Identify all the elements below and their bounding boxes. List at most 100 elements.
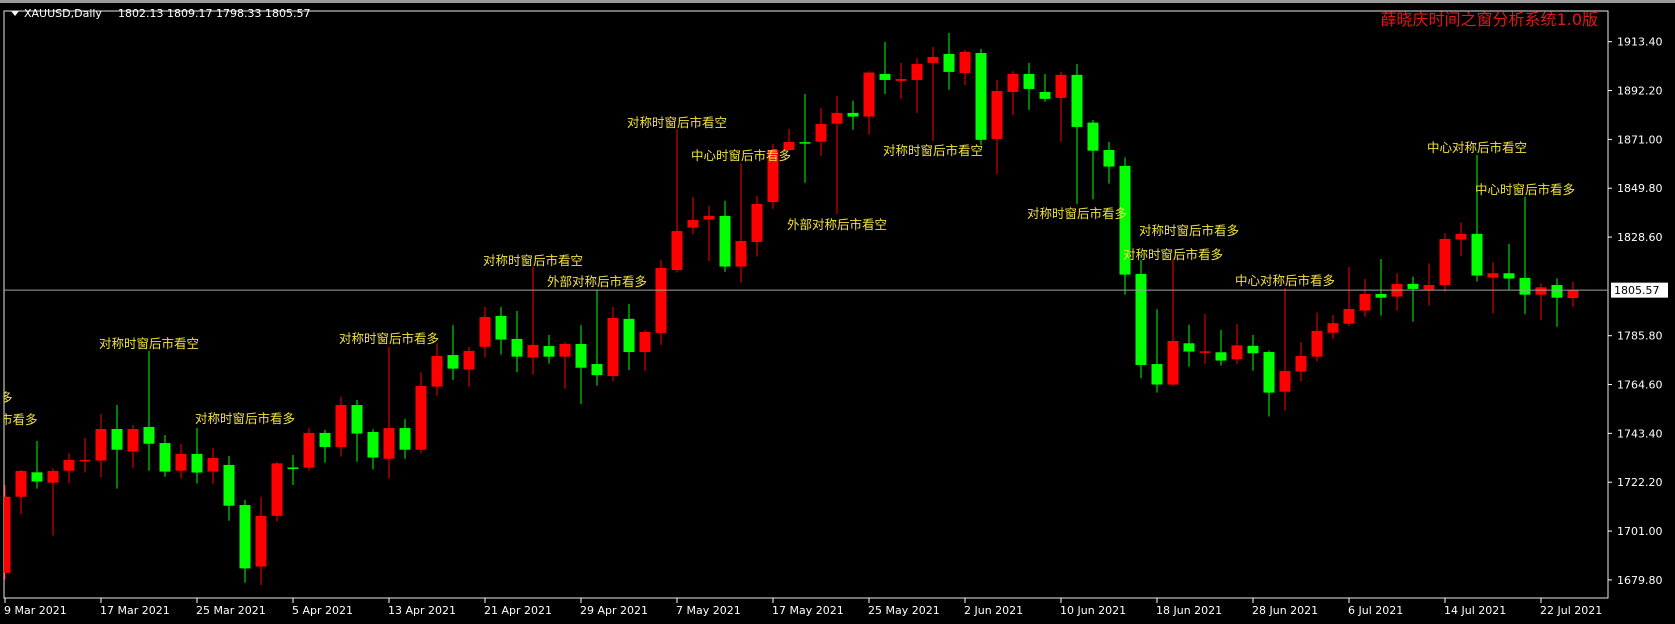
candle-body [1007, 73, 1019, 92]
candle-97 [1551, 278, 1563, 327]
candle-body [735, 240, 747, 267]
candle-46 [735, 163, 747, 283]
candle-76 [1215, 329, 1227, 366]
signal-annotation: 中心对称后市看空 [1427, 140, 1527, 155]
date-tick-label: 9 Mar 2021 [4, 604, 67, 617]
candle-body [623, 318, 635, 353]
signal-annotation: 外部对称后市看空 [787, 217, 887, 232]
candle-body [79, 459, 91, 462]
candle-body [639, 332, 651, 353]
candle-body [831, 112, 843, 124]
date-tick-label: 29 Apr 2021 [580, 604, 648, 617]
candle-31 [495, 306, 507, 355]
candle-body [271, 463, 283, 516]
candle-body [1055, 74, 1067, 98]
candle-body [703, 215, 715, 220]
candle-78 [1247, 334, 1259, 371]
candle-56 [895, 62, 907, 99]
candle-body [383, 428, 395, 459]
signal-annotation: 对称时窗后市看空 [99, 336, 199, 351]
candle-86 [1375, 258, 1387, 316]
candle-body [63, 459, 75, 471]
candle-37 [591, 290, 603, 386]
candle-body [319, 432, 331, 447]
candle-94 [1503, 243, 1515, 291]
candle-55 [879, 41, 891, 95]
candle-50 [799, 94, 811, 183]
candle-body [1023, 73, 1035, 89]
price-tick-label: 1722.20 [1617, 476, 1663, 489]
candle-2 [31, 440, 43, 489]
candle-body [1551, 285, 1563, 298]
candle-38 [607, 306, 619, 382]
candle-45 [719, 200, 731, 272]
indicator-title: 薛晓庆时间之窗分析系统1.0版 [1381, 10, 1598, 29]
candle-66 [1055, 71, 1067, 142]
candle-body [575, 343, 587, 368]
candle-41 [655, 259, 667, 345]
current-price-label: 1805.57 [1611, 282, 1668, 298]
candle-body [895, 79, 907, 81]
candle-35 [559, 342, 571, 389]
price-axis[interactable]: 1913.40 1892.20 1871.00 1849.80 1828.60 1785.… [1608, 36, 1663, 587]
candle-23 [367, 429, 379, 470]
signal-annotation: 市看多 [0, 412, 38, 427]
plot-area[interactable] [3, 10, 1609, 599]
candle-body [1359, 293, 1371, 311]
candle-body [591, 364, 603, 376]
candle-12 [191, 428, 203, 484]
candle-body [255, 515, 267, 567]
candle-10 [159, 434, 171, 477]
triangle-down-icon[interactable] [11, 11, 19, 16]
candle-body [1423, 285, 1435, 290]
candle-5 [79, 437, 91, 473]
candle-body [1247, 345, 1259, 354]
candle-body [1231, 345, 1243, 360]
candle-59 [943, 32, 955, 90]
candle-70 [1119, 157, 1131, 295]
candle-44 [703, 205, 715, 262]
signal-annotation: 对称时窗后市看空 [883, 143, 983, 158]
candle-body [95, 429, 107, 461]
candle-88 [1407, 276, 1419, 322]
date-tick-label: 17 Mar 2021 [100, 604, 170, 617]
candle-90 [1439, 233, 1451, 292]
candle-53 [847, 100, 859, 130]
candle-body [1263, 352, 1275, 393]
date-tick-label: 5 Apr 2021 [292, 604, 353, 617]
price-tick-label: 1764.60 [1617, 379, 1663, 392]
candle-body [1503, 273, 1515, 279]
candle-32 [511, 311, 523, 373]
candle-91 [1455, 222, 1467, 256]
price-tick-label: 1913.40 [1617, 36, 1663, 49]
signal-annotation: 对称时窗后市看空 [627, 115, 727, 130]
candle-body [159, 443, 171, 472]
candle-body [1151, 364, 1163, 385]
signal-annotation: 中心对称后市看多 [1235, 273, 1335, 288]
time-axis[interactable]: 9 Mar 2021 17 Mar 2021 25 Mar 2021 5 Apr 20… [4, 598, 1602, 617]
price-tick-label: 1892.20 [1617, 85, 1663, 98]
candle-27 [431, 343, 443, 396]
candle-29 [463, 346, 475, 387]
candle-13 [207, 447, 219, 484]
price-tick-label: 1785.80 [1617, 330, 1663, 343]
candle-body [975, 52, 987, 140]
price-tick-label: 1701.00 [1617, 525, 1663, 538]
candle-92 [1471, 154, 1483, 282]
candle-body [223, 464, 235, 506]
date-tick-label: 17 May 2021 [772, 604, 844, 617]
candle-body [847, 112, 859, 117]
candle-body [1487, 273, 1499, 278]
candle-body [111, 429, 123, 450]
candle-body [495, 315, 507, 340]
candle-body [191, 453, 203, 473]
candle-7 [111, 405, 123, 489]
candle-79 [1263, 350, 1275, 417]
signal-annotation: 对称时窗后市看多 [1123, 247, 1223, 262]
candle-57 [911, 58, 923, 113]
candle-body [783, 141, 795, 150]
candle-26 [415, 372, 427, 454]
signal-annotation: 中心时窗后市看多 [691, 148, 791, 163]
candle-body [4, 496, 11, 573]
